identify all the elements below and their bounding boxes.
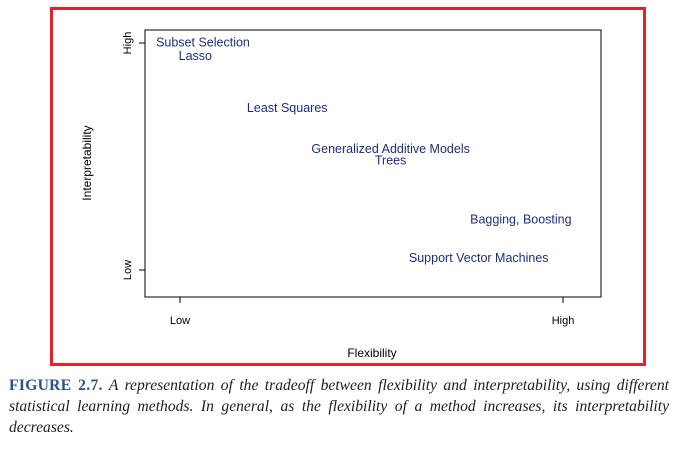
method-label-1: Lasso [179,49,212,63]
figure-frame: Low High Low High Subset Selection Lasso Leas… [50,7,646,366]
method-label-2: Least Squares [247,101,328,115]
x-tick-label-1: High [552,315,575,327]
axis-ticks: Low High Low High [122,32,574,327]
y-axis-title: Interpretability [80,125,94,200]
caption-text: A representation of the tradeoff between… [9,377,669,436]
y-tick-label-0: Low [122,260,134,280]
method-label-0: Subset Selection [156,35,250,49]
method-label-4: Trees [375,153,407,167]
x-axis-title: Flexibility [347,346,396,360]
x-tick-label-0: Low [170,315,190,327]
method-label-5: Bagging, Boosting [470,212,572,226]
plot-area-box [144,29,602,298]
figure-label: FIGURE 2.7. [9,377,103,394]
y-tick-label-1: High [122,32,134,55]
method-label-3: Generalized Additive Models [311,142,469,156]
method-label-6: Support Vector Machines [409,251,549,265]
figure-caption: FIGURE 2.7. A representation of the trad… [9,375,669,438]
